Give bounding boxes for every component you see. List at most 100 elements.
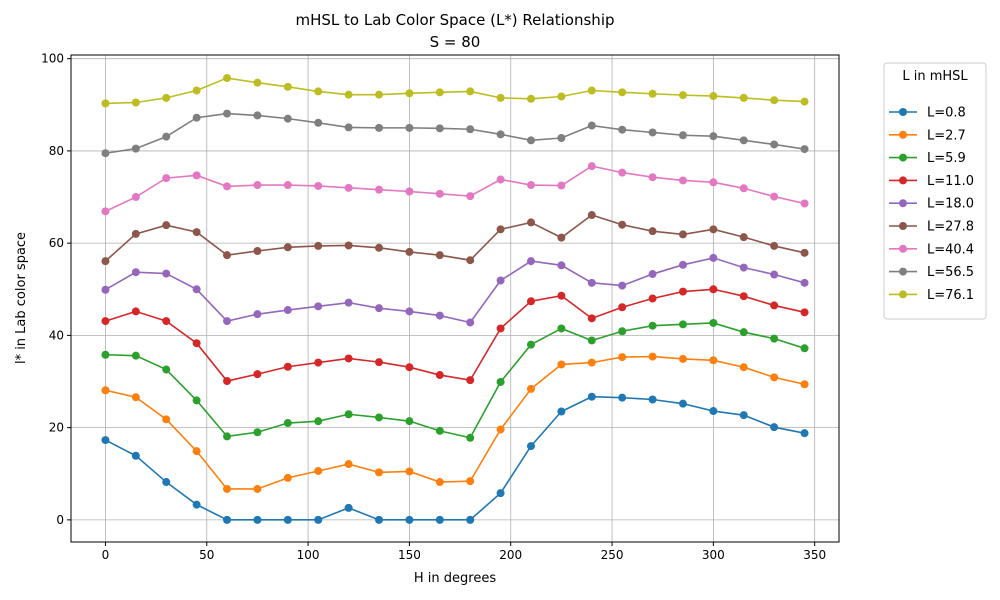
data-point <box>800 278 809 287</box>
data-point <box>678 320 687 329</box>
data-point <box>405 417 414 426</box>
data-point <box>678 230 687 239</box>
y-tick-label: 100 <box>41 52 64 66</box>
data-point <box>283 419 292 428</box>
data-point <box>435 251 444 260</box>
data-point <box>223 484 232 493</box>
legend-item: L=56.5 <box>889 265 974 280</box>
legend-item: L=27.8 <box>889 220 974 235</box>
data-point <box>466 477 475 486</box>
data-point <box>435 311 444 320</box>
data-point <box>131 393 140 402</box>
legend-marker <box>899 130 907 139</box>
data-point <box>405 363 414 372</box>
data-point <box>526 181 535 190</box>
data-point <box>162 132 171 141</box>
data-point <box>375 90 384 99</box>
x-tick-label: 200 <box>499 548 522 562</box>
data-point <box>131 229 140 238</box>
data-point <box>435 478 444 487</box>
data-point <box>739 292 748 301</box>
data-point <box>223 182 232 191</box>
data-point <box>223 251 232 260</box>
data-point <box>587 392 596 401</box>
data-point <box>314 181 323 190</box>
series-line <box>105 322 805 439</box>
legend-marker <box>899 176 907 185</box>
data-point <box>162 269 171 278</box>
data-point <box>375 515 384 524</box>
series-line <box>105 257 805 324</box>
data-point <box>526 136 535 145</box>
data-point <box>162 415 171 424</box>
legend-marker <box>899 290 907 299</box>
data-point <box>557 324 566 333</box>
data-point <box>466 318 475 327</box>
series-l-2-7 <box>101 352 809 493</box>
data-point <box>496 175 505 184</box>
data-point <box>648 395 657 404</box>
data-point <box>131 268 140 277</box>
data-point <box>526 340 535 349</box>
legend-label: L=27.8 <box>927 220 974 235</box>
data-point <box>375 304 384 313</box>
data-point <box>526 442 535 451</box>
data-point <box>283 82 292 91</box>
data-point <box>192 228 201 237</box>
data-point <box>314 466 323 475</box>
data-point <box>162 174 171 183</box>
data-point <box>678 354 687 363</box>
data-point <box>739 93 748 102</box>
data-point <box>405 187 414 196</box>
axis-ticks: 0 50 100 150 200 250 300 350 0 20 40 60 80 100 <box>41 52 826 562</box>
data-point <box>466 515 475 524</box>
data-point <box>800 145 809 154</box>
data-point <box>131 307 140 316</box>
data-point <box>192 86 201 95</box>
y-axis-label: l* in Lab color space <box>14 232 29 364</box>
data-point <box>618 327 627 336</box>
x-tick-label: 50 <box>199 548 214 562</box>
data-point <box>314 241 323 250</box>
data-point <box>496 130 505 139</box>
data-point <box>314 417 323 426</box>
data-point <box>800 380 809 389</box>
data-point <box>435 88 444 97</box>
data-point <box>770 192 779 201</box>
data-point <box>435 189 444 198</box>
legend-marker <box>899 222 907 230</box>
data-point <box>496 93 505 102</box>
data-point <box>192 171 201 180</box>
data-point <box>709 253 718 262</box>
legend-title: L in mHSL <box>902 69 968 84</box>
data-point <box>770 301 779 310</box>
data-point <box>101 386 110 395</box>
data-point <box>253 370 262 379</box>
data-point <box>131 144 140 153</box>
data-point <box>587 211 596 220</box>
data-point <box>709 285 718 294</box>
data-point <box>800 429 809 438</box>
data-point <box>739 136 748 145</box>
data-point <box>466 125 475 134</box>
data-point <box>800 344 809 353</box>
y-tick-label: 80 <box>49 144 64 158</box>
data-point <box>344 183 353 192</box>
data-point <box>162 317 171 326</box>
data-point <box>223 317 232 326</box>
grid <box>71 55 839 542</box>
data-point <box>709 356 718 365</box>
series-l-0-8 <box>101 392 809 524</box>
legend-item: L=76.1 <box>889 288 974 303</box>
data-point <box>405 123 414 132</box>
data-point <box>101 149 110 158</box>
data-point <box>405 515 414 524</box>
legend-item: L=18.0 <box>889 197 974 212</box>
data-point <box>344 503 353 512</box>
data-point <box>618 393 627 402</box>
x-tick-label: 150 <box>398 548 421 562</box>
legend-label: L=5.9 <box>927 151 966 166</box>
data-point <box>526 384 535 393</box>
